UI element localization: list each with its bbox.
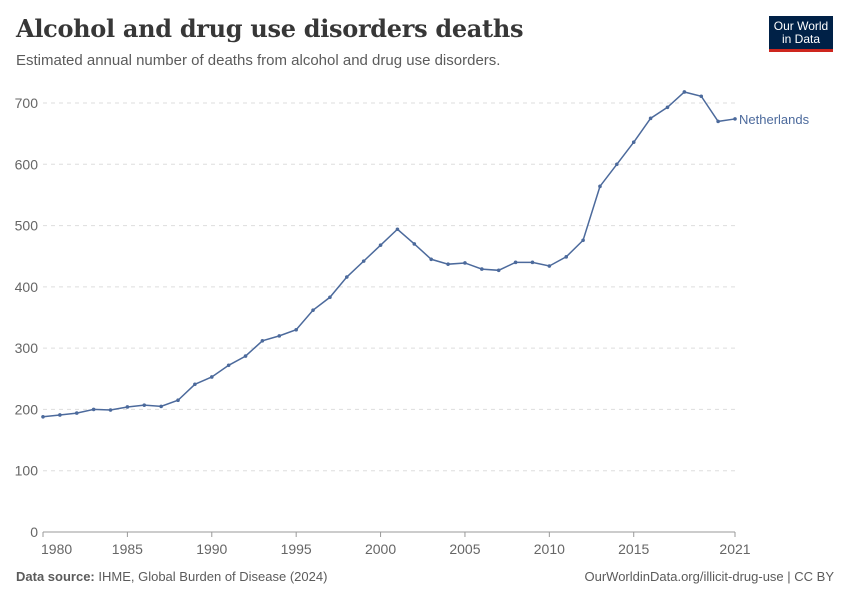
x-tick-label: 1990 bbox=[196, 541, 227, 557]
data-point bbox=[496, 268, 501, 273]
data-point bbox=[328, 295, 332, 300]
data-point bbox=[615, 162, 619, 167]
data-point bbox=[547, 264, 552, 268]
data-point bbox=[176, 398, 180, 403]
y-tick-label: 0 bbox=[30, 524, 38, 540]
y-tick-label: 700 bbox=[15, 95, 39, 111]
data-point bbox=[682, 90, 687, 94]
data-point bbox=[631, 140, 636, 145]
x-tick-label: 2005 bbox=[449, 541, 480, 557]
owid-logo[interactable]: Our World in Data bbox=[769, 16, 833, 52]
x-tick-label: 2021 bbox=[719, 541, 750, 557]
series-label: Netherlands bbox=[739, 112, 810, 127]
x-tick-label: 2015 bbox=[618, 541, 649, 557]
data-point bbox=[395, 227, 400, 232]
y-tick-label: 100 bbox=[15, 463, 39, 479]
y-tick-label: 500 bbox=[15, 218, 39, 234]
data-point bbox=[699, 94, 704, 99]
x-tick-label: 1985 bbox=[112, 541, 143, 557]
data-point bbox=[733, 117, 737, 121]
data-point bbox=[193, 382, 197, 387]
data-point bbox=[91, 407, 96, 412]
data-point bbox=[277, 334, 282, 338]
data-point bbox=[260, 338, 265, 343]
data-point bbox=[581, 238, 585, 243]
data-point bbox=[378, 243, 383, 247]
source-label: Data source: bbox=[16, 569, 95, 584]
data-source: Data source: IHME, Global Burden of Dise… bbox=[16, 569, 327, 584]
data-point bbox=[294, 327, 298, 332]
data-point bbox=[159, 404, 163, 409]
data-point bbox=[311, 308, 315, 312]
series-line-netherlands bbox=[42, 91, 736, 418]
data-point bbox=[361, 259, 366, 263]
y-tick-label: 600 bbox=[15, 156, 39, 172]
data-point bbox=[429, 257, 433, 262]
data-point bbox=[142, 403, 147, 407]
data-point bbox=[345, 275, 349, 279]
data-point bbox=[665, 105, 670, 110]
data-point bbox=[598, 184, 602, 189]
x-tick-label: 2000 bbox=[365, 541, 396, 557]
logo-text: Our World in Data bbox=[773, 19, 829, 46]
data-point bbox=[530, 260, 535, 265]
data-point bbox=[648, 116, 653, 121]
data-point bbox=[564, 255, 569, 259]
data-point bbox=[58, 413, 62, 417]
x-tick-label: 2010 bbox=[534, 541, 565, 557]
x-tick-label: 1980 bbox=[41, 541, 72, 557]
data-point bbox=[125, 405, 130, 409]
data-point bbox=[226, 363, 231, 368]
y-tick-label: 400 bbox=[15, 279, 39, 295]
data-point bbox=[243, 354, 248, 358]
data-point bbox=[446, 262, 450, 266]
y-tick-label: 300 bbox=[15, 340, 39, 356]
chart-title: Alcohol and drug use disorders deaths bbox=[16, 14, 524, 43]
data-point bbox=[108, 408, 113, 412]
data-point bbox=[463, 261, 467, 265]
data-point bbox=[209, 375, 214, 379]
data-point bbox=[412, 242, 417, 246]
data-point bbox=[480, 267, 484, 271]
data-point bbox=[513, 260, 518, 265]
data-point bbox=[74, 411, 79, 415]
source-text: IHME, Global Burden of Disease (2024) bbox=[98, 569, 328, 584]
source-link[interactable]: OurWorldinData.org/illicit-drug-use | CC… bbox=[584, 569, 835, 584]
x-tick-label: 1995 bbox=[281, 541, 312, 557]
data-point bbox=[716, 119, 720, 124]
y-tick-label: 200 bbox=[15, 401, 39, 417]
data-point bbox=[41, 414, 45, 419]
chart-subtitle: Estimated annual number of deaths from a… bbox=[16, 52, 501, 69]
